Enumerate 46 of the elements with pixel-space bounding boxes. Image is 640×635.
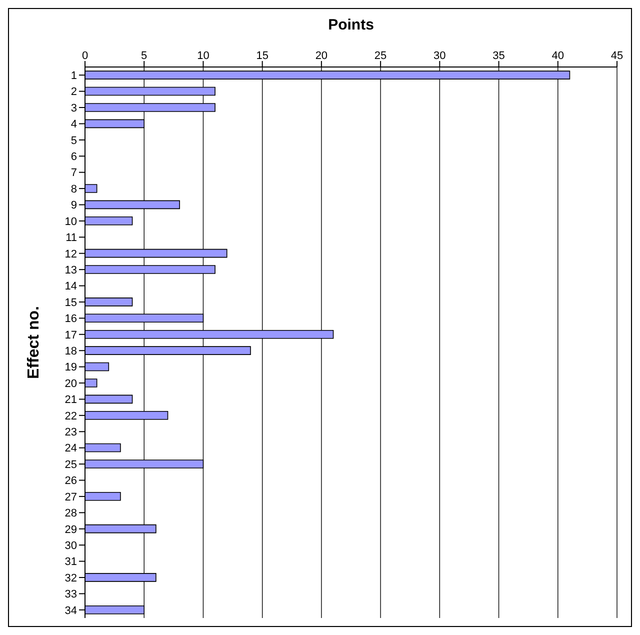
y-tick-label: 4 <box>70 118 77 131</box>
y-tick-label: 7 <box>70 167 77 180</box>
x-axis-title: Points <box>328 16 374 34</box>
y-tick-label: 10 <box>64 216 77 228</box>
y-tick-label: 30 <box>64 540 77 552</box>
x-tick-label: 45 <box>610 50 624 62</box>
y-tick-label: 32 <box>64 572 77 584</box>
y-tick-label: 15 <box>64 296 77 309</box>
y-axis-title: Effect no. <box>26 306 43 379</box>
x-tick-label: 35 <box>492 50 505 62</box>
y-tick-label: 29 <box>64 524 77 536</box>
y-tick-label: 13 <box>64 264 77 276</box>
x-tick-label: 40 <box>552 50 564 62</box>
y-tick-label: 28 <box>64 508 77 520</box>
x-tick-label: 10 <box>197 50 210 62</box>
x-tick-label: 15 <box>256 50 268 62</box>
y-tick-label: 27 <box>64 491 77 504</box>
y-tick-label: 25 <box>64 458 77 471</box>
y-tick-label: 14 <box>64 280 77 293</box>
y-tick-label: 3 <box>70 102 77 114</box>
y-tick-label: 8 <box>70 183 77 196</box>
x-tick-label: 0 <box>82 50 88 62</box>
y-tick-label: 21 <box>64 394 77 406</box>
y-tick-label: 20 <box>64 378 77 390</box>
y-tick-label: 6 <box>70 151 77 164</box>
y-tick-label: 33 <box>64 588 77 601</box>
y-tick-label: 11 <box>66 232 77 244</box>
y-tick-label: 34 <box>64 604 77 617</box>
y-tick-label: 1 <box>70 70 77 82</box>
y-tick-label: 31 <box>64 556 77 568</box>
x-tick-label: 20 <box>315 50 328 62</box>
y-tick-label: 23 <box>64 426 77 439</box>
y-tick-label: 26 <box>64 475 77 488</box>
y-tick-label: 18 <box>64 346 77 358</box>
y-tick-label: 22 <box>64 410 77 422</box>
y-tick-label: 19 <box>64 362 77 374</box>
x-tick-label: 30 <box>434 50 446 62</box>
y-tick-label: 12 <box>64 248 77 260</box>
y-tick-label: 17 <box>64 329 77 342</box>
x-tick-label: 25 <box>374 50 387 62</box>
x-tick-label: 5 <box>141 50 148 62</box>
y-tick-label: 24 <box>64 442 77 455</box>
y-tick-label: 2 <box>70 86 77 98</box>
y-tick-label: 9 <box>70 200 77 212</box>
y-tick-label: 16 <box>64 313 77 326</box>
y-tick-label: 5 <box>70 134 77 147</box>
